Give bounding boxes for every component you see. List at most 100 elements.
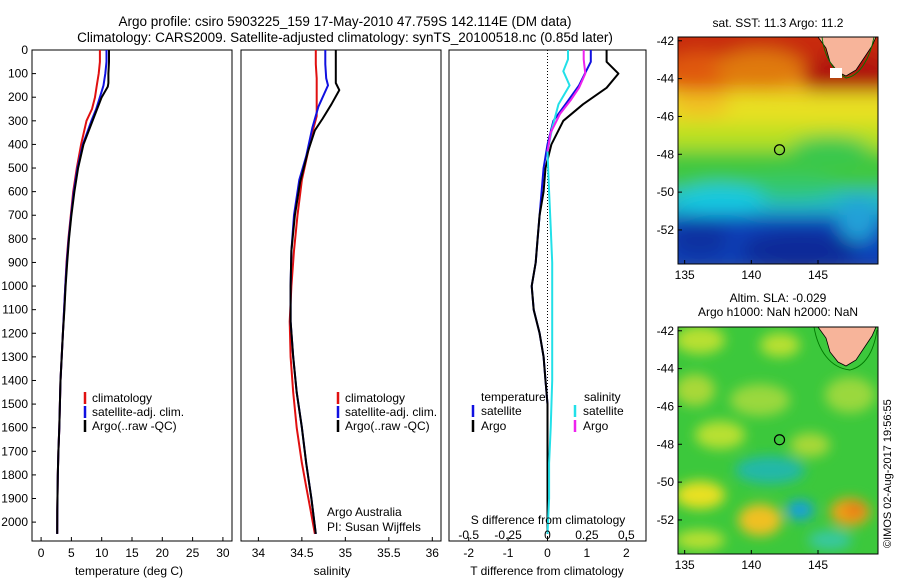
depth-tick-label: 200 <box>8 90 28 104</box>
figure-title-line2: Climatology: CARS2009. Satellite-adjuste… <box>77 30 613 45</box>
depth-tick-label: 400 <box>8 137 28 151</box>
t-difference-axis-label: T difference from climatology <box>470 564 624 578</box>
x-tick-label: 5 <box>68 546 75 560</box>
x-tick-label: 15 <box>125 546 139 560</box>
series-line-argo <box>546 50 587 152</box>
salinity-panel-frame <box>240 49 442 542</box>
depth-tick-label: 2000 <box>1 515 28 529</box>
pi-label: PI: Susan Wijffels <box>327 520 421 534</box>
map-lon-tick-label: 145 <box>808 268 828 282</box>
depth-tick-label: 1900 <box>1 492 28 506</box>
depth-tick-label: 1700 <box>1 444 28 458</box>
sst-map-field <box>678 37 878 264</box>
map-lat-tick-label: -44 <box>657 362 675 376</box>
legend-label-argo: Argo(..raw -QC) <box>92 419 177 433</box>
depth-tick-label: 1200 <box>1 326 28 340</box>
argo-float-marker <box>773 434 786 446</box>
s-difference-axis-label: S difference from climatology <box>471 513 626 527</box>
argo-float-marker <box>773 144 786 156</box>
x-tick-label: 35.5 <box>377 546 401 560</box>
x-tick-label: 36 <box>426 546 440 560</box>
depth-tick-label: 1800 <box>1 468 28 482</box>
sst-map-frame <box>677 36 879 265</box>
x-tick-label: 1 <box>584 546 591 560</box>
s-tick-label: 0.25 <box>575 528 599 542</box>
depth-tick-label: 500 <box>8 161 28 175</box>
s-tick-label: 0.5 <box>618 528 635 542</box>
salinity-plot: 34 34.5 35 35.5 36 <box>252 50 440 560</box>
x-tick-label: 20 <box>156 546 170 560</box>
s-tick-label: -0.5 <box>458 528 479 542</box>
legend-label-t-satellite: satellite <box>481 404 522 418</box>
x-tick-label: 25 <box>186 546 200 560</box>
map-lon-tick-label: 140 <box>741 268 761 282</box>
legend-label-satellite: satellite-adj. clim. <box>92 405 184 419</box>
legend-label-climatology: climatology <box>345 391 405 405</box>
map-lon-tick-label: 135 <box>675 558 695 572</box>
map-lat-tick-label: -44 <box>657 72 675 86</box>
salinity-legend: climatology satellite-adj. clim. Argo(..… <box>336 391 437 433</box>
x-tick-label: 35 <box>339 546 353 560</box>
depth-tick-label: 1300 <box>1 350 28 364</box>
legend-title-salinity: salinity <box>584 390 621 404</box>
legend-label-s-argo: Argo <box>583 419 609 433</box>
x-tick-label: 34.5 <box>290 546 314 560</box>
map-lat-tick-label: -50 <box>657 185 675 199</box>
x-tick-label: 2 <box>623 546 630 560</box>
series-line-argo <box>530 50 620 534</box>
map-lat-tick-label: -48 <box>657 147 675 161</box>
depth-tick-label: 1600 <box>1 421 28 435</box>
map-lat-tick-label: -42 <box>657 324 675 338</box>
x-tick-label: -1 <box>503 546 514 560</box>
map-lat-tick-label: -46 <box>657 399 675 413</box>
map-lat-tick-label: -50 <box>657 475 675 489</box>
depth-tick-label: 0 <box>21 43 28 57</box>
s-tick-label: 0 <box>544 528 551 542</box>
sla-map-axes: 135 140 145 -42 -44 -46 -48 -50 -52 <box>657 324 829 572</box>
sla-map-frame <box>677 326 879 555</box>
argo-australia-label: Argo Australia <box>327 505 402 519</box>
sst-map-axes: 135 140 145 -42 -44 -46 -48 -50 -52 <box>657 34 829 282</box>
depth-tick-label: 1400 <box>1 373 28 387</box>
x-tick-label: 30 <box>216 546 230 560</box>
legend-label-climatology: climatology <box>92 391 152 405</box>
map-lat-tick-label: -52 <box>657 223 675 237</box>
figure-title-line1: Argo profile: csiro 5903225_159 17-May-2… <box>118 14 571 29</box>
legend-label-t-argo: Argo <box>481 419 507 433</box>
legend-label-argo: Argo(..raw -QC) <box>345 419 430 433</box>
x-tick-label: -2 <box>463 546 474 560</box>
x-tick-label: 0 <box>544 546 551 560</box>
depth-tick-label: 800 <box>8 232 28 246</box>
x-tick-label: 34 <box>252 546 266 560</box>
map-lon-tick-label: 145 <box>808 558 828 572</box>
legend-label-s-satellite: satellite <box>583 404 624 418</box>
map-lon-tick-label: 135 <box>675 268 695 282</box>
credit-text: ©IMOS 02-Aug-2017 19:56:55 <box>882 399 894 548</box>
legend-label-satellite: satellite-adj. clim. <box>345 405 437 419</box>
x-tick-label: 0 <box>38 546 45 560</box>
s-tick-label: -0.25 <box>494 528 522 542</box>
depth-tick-label: 600 <box>8 185 28 199</box>
temperature-plot: 0 5 10 15 20 25 30 <box>38 50 230 560</box>
sst-map-title: sat. SST: 11.3 Argo: 11.2 <box>713 16 844 30</box>
map-lon-tick-label: 140 <box>741 558 761 572</box>
depth-tick-label: 300 <box>8 114 28 128</box>
sla-map-field <box>678 327 878 554</box>
map-lat-tick-label: -46 <box>657 109 675 123</box>
depth-tick-label: 1500 <box>1 397 28 411</box>
depth-tick-label: 100 <box>8 67 28 81</box>
difference-legend: temperature salinity satellite Argo sate… <box>471 390 624 433</box>
series-line-argo-raw-qc- <box>289 50 341 535</box>
temperature-panel-frame <box>31 49 233 542</box>
depth-tick-label: 700 <box>8 208 28 222</box>
x-tick-label: 10 <box>95 546 109 560</box>
depth-tick-label: 1100 <box>2 303 28 317</box>
legend-title-temperature: temperature <box>481 390 546 404</box>
series-line-satellite <box>546 50 571 534</box>
depth-axis: 0 100 200 300 400 500 600 700 800 900 1000 1100 1200… <box>1 43 36 529</box>
temperature-axis-label: temperature (deg C) <box>75 564 183 578</box>
difference-plot: -2 -1 0 1 2 -0.5 -0.25 0 0.25 0.5 <box>458 50 635 560</box>
temperature-legend: climatology satellite-adj. clim. Argo(..… <box>83 391 184 433</box>
sla-map-title-line2: Argo h1000: NaN h2000: NaN <box>698 305 858 319</box>
